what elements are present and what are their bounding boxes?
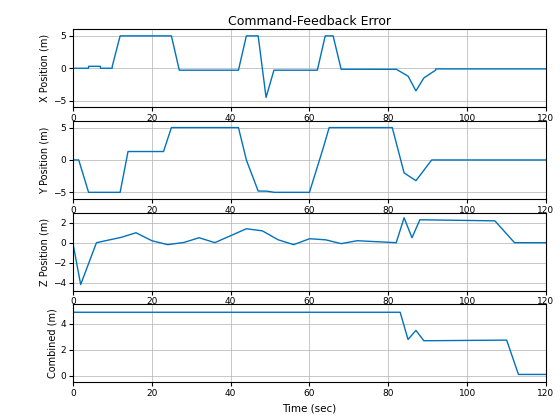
Y-axis label: Combined (m): Combined (m) xyxy=(48,308,57,378)
Y-axis label: Z Position (m): Z Position (m) xyxy=(40,218,50,286)
Y-axis label: Y Position (m): Y Position (m) xyxy=(40,126,50,194)
Y-axis label: X Position (m): X Position (m) xyxy=(40,34,50,102)
X-axis label: Time (sec): Time (sec) xyxy=(282,404,337,414)
X-axis label: Time (sec): Time (sec) xyxy=(282,312,337,322)
Title: Command-Feedback Error: Command-Feedback Error xyxy=(228,15,391,28)
